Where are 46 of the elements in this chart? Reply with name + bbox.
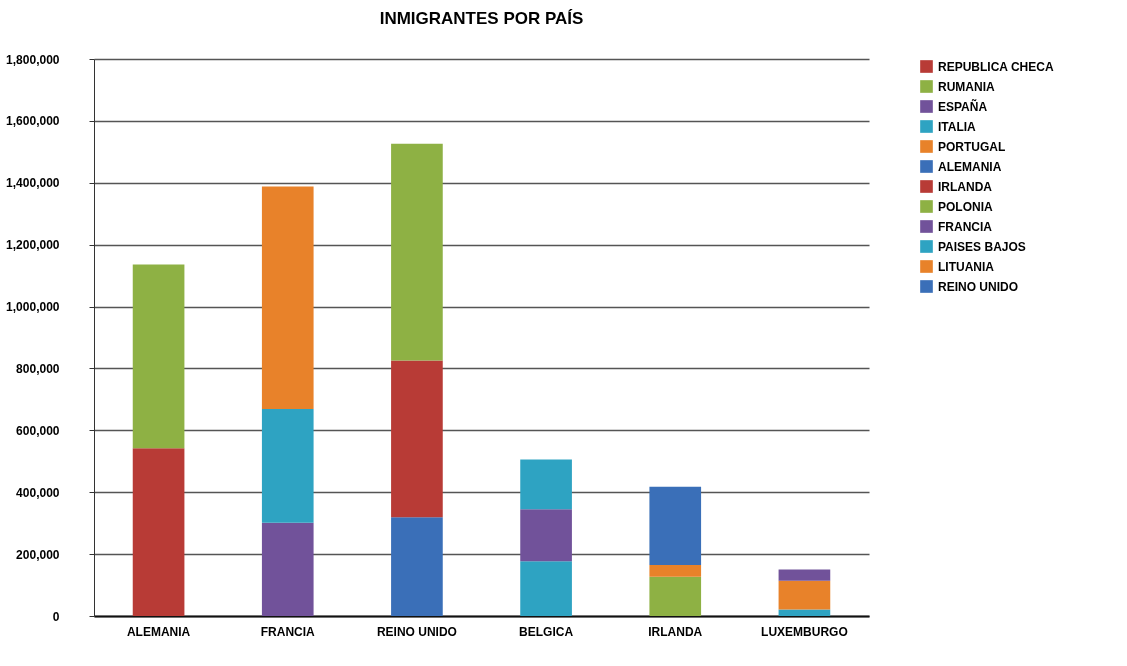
y-tick-label: 1,600,000 [6,114,60,129]
legend-label: POLONIA [938,199,993,214]
x-tick-label: IRLANDA [648,624,703,639]
legend-label: FRANCIA [938,219,993,234]
bar [132,448,185,616]
y-tick-label: 1,800,000 [6,52,60,67]
legend-label: ESPAÑA [938,98,988,114]
x-tick-label: LUXEMBURGO [761,624,848,639]
legend-label: LITUANIA [938,259,995,274]
bar [261,408,314,523]
x-tick-label: REINO UNIDO [376,624,457,639]
legend-label: REINO UNIDO [938,279,1019,294]
bar [778,609,831,616]
x-tick-label: ALEMANIA [126,624,191,639]
x-tick-label: FRANCIA [260,624,316,639]
bar [778,580,831,610]
bar [261,186,314,409]
bar [261,522,314,616]
legend-label: ALEMANIA [938,159,1002,174]
chart-title: INMIGRANTES POR PAÍS [379,9,584,28]
bar [391,143,443,361]
bar [391,517,443,616]
y-tick-label: 200,000 [16,547,60,562]
y-tick-label: 1,400,000 [6,176,60,191]
bar [520,509,572,562]
legend-label: PAISES BAJOS [938,239,1026,254]
y-tick-label: 0 [52,609,60,624]
bar [520,459,572,510]
y-tick-label: 600,000 [16,423,60,438]
bar [520,561,572,616]
y-tick-label: 1,000,000 [6,300,60,315]
bar [391,360,443,518]
bar [649,564,702,577]
bar [132,264,185,449]
legend-label: PORTUGAL [938,139,1006,154]
legend-label: RUMANIA [938,79,995,94]
bar [778,569,831,581]
y-tick-label: 1,200,000 [6,238,60,253]
legend-label: REPUBLICA CHECA [938,59,1054,74]
legend-label: ITALIA [938,119,977,134]
bar [649,486,702,565]
y-tick-label: 800,000 [16,361,60,376]
y-tick-label: 400,000 [16,485,60,500]
legend-label: IRLANDA [938,179,993,194]
bar [649,576,702,616]
x-tick-label: BELGICA [519,624,574,639]
